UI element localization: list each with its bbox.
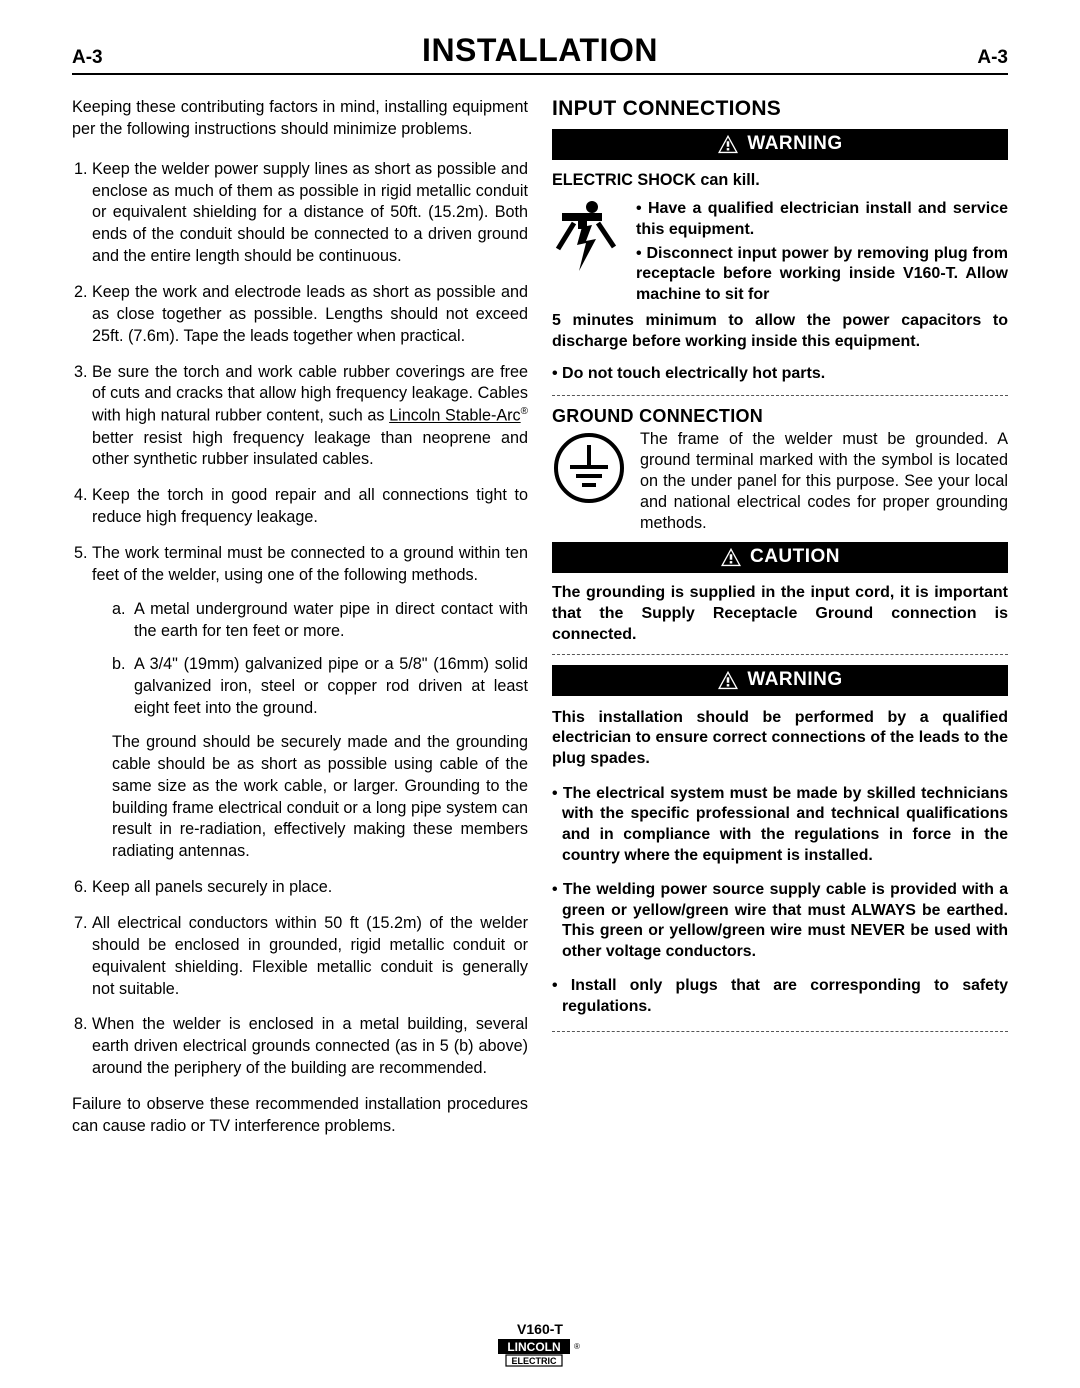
ground-symbol-icon	[552, 429, 626, 510]
caution-callout: CAUTION	[552, 542, 1008, 573]
svg-text:®: ®	[574, 1342, 580, 1351]
ground-connection-title: GROUND CONNECTION	[552, 406, 1008, 427]
warning-callout: WARNING	[552, 129, 1008, 160]
warning-label: WARNING	[747, 133, 842, 155]
item3-tail: better resist high frequency leakage tha…	[92, 429, 528, 469]
header-right: A-3	[977, 47, 1008, 69]
registered-mark: ®	[521, 406, 528, 417]
shock-bullet: Have a qualified electrician install and…	[636, 199, 1008, 240]
warning2-bullets: The electrical system must be made by sk…	[552, 784, 1008, 1017]
warning-bullet: The welding power source supply cable is…	[552, 880, 1008, 962]
caution-label: CAUTION	[750, 546, 840, 568]
brand-sub-text: ELECTRIC	[512, 1356, 558, 1366]
dashed-divider	[552, 654, 1008, 655]
ground-block: The frame of the welder must be grounded…	[552, 429, 1008, 534]
caution-text: The grounding is supplied in the input c…	[552, 583, 1008, 645]
list-item: Keep all panels securely in place.	[92, 877, 528, 899]
list-item: When the welder is enclosed in a metal b…	[92, 1014, 528, 1080]
two-column-layout: Keeping these contributing factors in mi…	[72, 97, 1008, 1138]
stable-arc-link: Lincoln Stable-Arc	[389, 407, 521, 425]
shock-bullet: Disconnect input power by removing plug …	[636, 244, 1008, 305]
warning2-text: This installation should be performed by…	[552, 708, 1008, 770]
list-item: Be sure the torch and work cable rubber …	[92, 362, 528, 472]
instruction-list: Keep the welder power supply lines as sh…	[72, 159, 528, 1080]
header-title: INSTALLATION	[422, 32, 658, 69]
shock-bullet: Do not touch electrically hot parts.	[552, 364, 1008, 384]
ground-text: The frame of the welder must be grounded…	[640, 429, 1008, 534]
page-footer: V160-T LINCOLN ® ELECTRIC	[0, 1321, 1080, 1372]
warning-bullet: Install only plugs that are correspondin…	[552, 976, 1008, 1017]
footer-model: V160-T	[0, 1321, 1080, 1337]
dashed-divider	[552, 1031, 1008, 1032]
shock-bullets: Have a qualified electrician install and…	[636, 199, 1008, 309]
sub-paragraph: The ground should be securely made and t…	[92, 732, 528, 863]
shock-continuation: 5 minutes minimum to allow the power cap…	[552, 311, 1008, 352]
warning-bullet: The electrical system must be made by sk…	[552, 784, 1008, 866]
header-left: A-3	[72, 47, 103, 69]
page-header: A-3 INSTALLATION A-3	[72, 32, 1008, 75]
warning-callout: WARNING	[552, 665, 1008, 696]
warning-triangle-icon	[720, 547, 742, 567]
brand-text: LINCOLN	[507, 1340, 560, 1354]
warning-triangle-icon	[717, 134, 739, 154]
dashed-divider	[552, 395, 1008, 396]
right-column: INPUT CONNECTIONS WARNING ELECTRIC SHOCK…	[552, 97, 1008, 1138]
list-item: Keep the torch in good repair and all co…	[92, 485, 528, 529]
item5-text: The work terminal must be connected to a…	[92, 544, 528, 584]
list-item: Keep the work and electrode leads as sho…	[92, 282, 528, 348]
sub-list: A metal underground water pipe in direct…	[92, 599, 528, 720]
shock-block: Have a qualified electrician install and…	[552, 199, 1008, 309]
warning-triangle-icon	[717, 670, 739, 690]
warning-label: WARNING	[747, 669, 842, 691]
list-item: All electrical conductors within 50 ft (…	[92, 913, 528, 1000]
shock-heading: ELECTRIC SHOCK can kill.	[552, 170, 1008, 191]
intro-paragraph: Keeping these contributing factors in mi…	[72, 97, 528, 141]
left-column: Keeping these contributing factors in mi…	[72, 97, 528, 1138]
sub-item-b: A 3/4" (19mm) galvanized pipe or a 5/8" …	[130, 654, 528, 720]
page: A-3 INSTALLATION A-3 Keeping these contr…	[0, 0, 1080, 1158]
input-connections-title: INPUT CONNECTIONS	[552, 97, 1008, 121]
list-item: Keep the welder power supply lines as sh…	[92, 159, 528, 268]
sub-item-a: A metal underground water pipe in direct…	[130, 599, 528, 643]
list-item: The work terminal must be connected to a…	[92, 543, 528, 863]
outro-paragraph: Failure to observe these recommended ins…	[72, 1094, 528, 1138]
lincoln-electric-logo: LINCOLN ® ELECTRIC	[498, 1339, 582, 1372]
electric-shock-icon	[552, 199, 626, 282]
